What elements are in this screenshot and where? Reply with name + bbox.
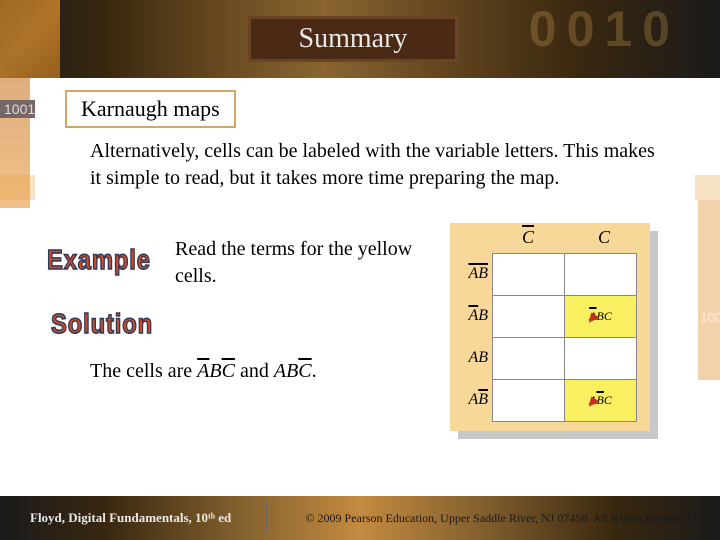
- term2-c: C: [298, 360, 311, 382]
- title-banner: Summary: [248, 16, 458, 62]
- footer-left: Floyd, Digital Fundamentals, 10ᵗʰ ed: [30, 510, 231, 526]
- kmap-cell: [565, 254, 637, 296]
- slide: 0010 1001 100 Summary Karnaugh maps Alte…: [0, 0, 720, 540]
- kmap-cell: [493, 380, 565, 422]
- bg-side-right: [698, 200, 720, 380]
- solution-heading: Solution: [51, 308, 153, 340]
- solution-prefix: The cells are: [90, 360, 197, 382]
- kmap-row-header-0: AB: [456, 265, 488, 283]
- footer-right: © 2009 Pearson Education, Upper Saddle R…: [305, 511, 690, 526]
- table-row: [493, 338, 637, 380]
- kmap-col-header-1: C: [598, 227, 610, 248]
- kmap-cell: [493, 254, 565, 296]
- term2-a: A: [274, 360, 286, 382]
- example-heading: Example: [47, 244, 151, 276]
- kmap-cell: [565, 338, 637, 380]
- bg-side-number-left: 1001: [0, 100, 39, 118]
- solution-text: The cells are ABC and ABC.: [90, 360, 317, 383]
- footer: Floyd, Digital Fundamentals, 10ᵗʰ ed © 2…: [0, 496, 720, 540]
- solution-suffix: .: [312, 360, 317, 382]
- arrow-icon: ▶: [589, 309, 599, 325]
- kmap-cell: [493, 338, 565, 380]
- example-text: Read the terms for the yellow cells.: [175, 236, 425, 290]
- term1-c: C: [222, 360, 235, 382]
- kmap-cell-yellow: ▶ ABC: [565, 380, 637, 422]
- term1-b: B: [209, 360, 221, 382]
- content-area: Karnaugh maps Alternatively, cells can b…: [35, 78, 695, 496]
- bg-side-number-right: 100: [700, 310, 720, 325]
- kmap-col-header-0: C: [522, 227, 534, 248]
- table-row: ▶ ABC: [493, 380, 637, 422]
- kmap-background: C C AB AB AB AB ▶ ABC: [450, 223, 650, 431]
- table-row: ▶ ABC: [493, 296, 637, 338]
- bg-digits: 0010: [529, 0, 680, 58]
- term1-a: A: [197, 360, 209, 382]
- section-label: Karnaugh maps: [65, 90, 236, 128]
- kmap-figure: C C AB AB AB AB ▶ ABC: [450, 223, 660, 441]
- kmap-row-header-3: AB: [456, 391, 488, 409]
- table-row: [493, 254, 637, 296]
- kmap-row-header-2: AB: [456, 349, 488, 367]
- solution-and: and: [240, 360, 274, 382]
- footer-divider: [266, 502, 267, 534]
- kmap-row-header-1: AB: [456, 307, 488, 325]
- kmap-cell-yellow: ▶ ABC: [565, 296, 637, 338]
- arrow-icon: ▶: [589, 393, 599, 409]
- term2-b: B: [286, 360, 298, 382]
- kmap-table: ▶ ABC ▶ ABC: [492, 253, 637, 422]
- kmap-grid: ▶ ABC ▶ ABC: [492, 253, 637, 422]
- body-text: Alternatively, cells can be labeled with…: [90, 138, 660, 192]
- page-title: Summary: [299, 23, 408, 55]
- kmap-cell: [493, 296, 565, 338]
